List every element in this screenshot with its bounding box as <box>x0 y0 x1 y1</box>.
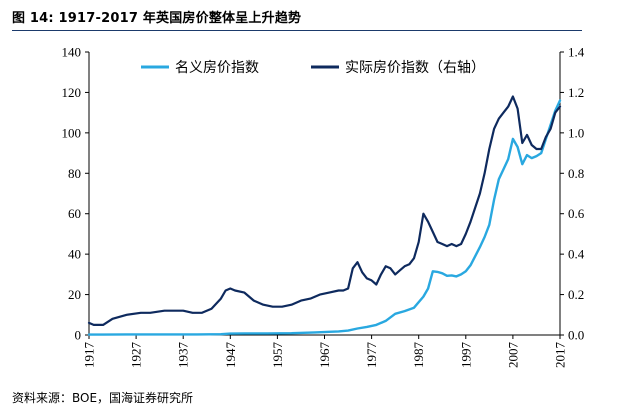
left-y-tick-label: 140 <box>62 45 82 60</box>
x-tick-label: 1997 <box>458 342 473 369</box>
legend-label-real: 实际房价指数（右轴） <box>345 60 485 76</box>
x-tick-label: 1917 <box>82 342 97 369</box>
right-y-tick-label: 1.2 <box>568 85 584 100</box>
right-y-tick-label: 0.4 <box>568 247 585 262</box>
left-y-tick-label: 60 <box>68 206 81 221</box>
x-tick-label: 1937 <box>176 342 191 369</box>
left-y-tick-label: 120 <box>62 85 82 100</box>
left-y-tick-label: 80 <box>68 166 81 181</box>
series-group <box>87 95 562 336</box>
x-tick-label: 1967 <box>317 342 332 369</box>
left-y-tick-label: 40 <box>68 247 81 262</box>
right-y-tick-label: 0.8 <box>568 166 584 181</box>
source-note: 资料来源：BOE，国海证券研究所 <box>12 391 194 405</box>
right-y-tick-label: 0.6 <box>568 206 585 221</box>
x-tick-label: 1957 <box>270 342 285 369</box>
x-tick-label: 1927 <box>129 342 144 369</box>
legend-label-nominal: 名义房价指数 <box>175 60 259 76</box>
right-y-tick-label: 1.0 <box>568 125 584 140</box>
x-tick-label: 1977 <box>364 342 379 369</box>
legend: 名义房价指数 实际房价指数（右轴） <box>141 60 485 76</box>
title-rule <box>12 30 582 31</box>
left-y-tick-label: 100 <box>62 125 82 140</box>
x-tick-label: 1947 <box>223 342 238 369</box>
x-tick-label: 2017 <box>553 342 568 369</box>
nominal-price-line <box>87 99 562 336</box>
real-price-line <box>87 95 562 326</box>
x-tick-label: 2007 <box>505 342 520 369</box>
left-y-tick-label: 20 <box>68 287 81 302</box>
x-tick-label: 1987 <box>411 342 426 369</box>
right-y-tick-label: 1.4 <box>568 45 585 60</box>
left-y-tick-label: 0 <box>75 328 82 343</box>
figure-title: 图 14: 1917-2017 年英国房价整体呈上升趋势 <box>12 11 302 26</box>
ticks-group: 0 20 40 60 80 100 120 140 0.0 0.2 0.4 0.6 0.8 1.0 1.2 1… <box>62 45 585 369</box>
right-y-tick-label: 0.2 <box>568 287 584 302</box>
right-y-tick-label: 0.0 <box>568 328 584 343</box>
